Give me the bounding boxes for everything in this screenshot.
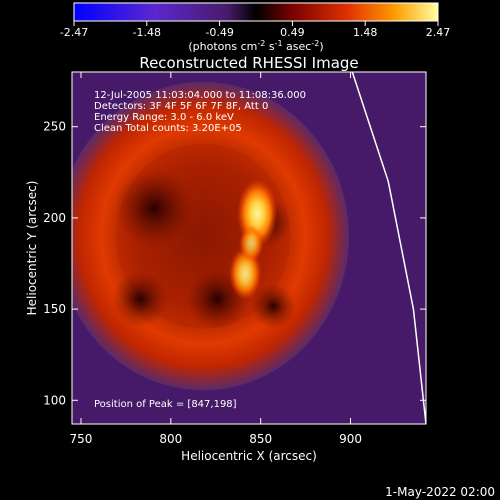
colorbar-tick-label: 2.47	[426, 26, 451, 39]
x-tick-label: 900	[339, 432, 362, 446]
colorbar-label: (photons cm-2 s-1 asec-2)	[188, 39, 323, 53]
peak-position-label: Position of Peak = [847,198]	[94, 399, 237, 410]
y-axis-label: Heliocentric Y (arcsec)	[25, 181, 39, 316]
dark-region	[114, 168, 194, 248]
colorbar-tick-label: -1.48	[133, 26, 161, 39]
colorbar-tick-label: 1.48	[353, 26, 378, 39]
annotation-line: Energy Range: 3.0 - 6.0 keV	[94, 112, 234, 123]
chart-title: Reconstructed RHESSI Image	[139, 54, 358, 72]
annotation-line: Clean Total counts: 3.20E+05	[94, 123, 242, 134]
x-tick-label: 850	[249, 432, 272, 446]
x-axis-ticks: 750 800 850 900	[70, 72, 362, 446]
colorbar	[73, 2, 439, 22]
colorbar-tick-label: -2.47	[60, 26, 88, 39]
y-tick-label: 200	[43, 211, 66, 225]
y-tick-label: 150	[43, 302, 66, 316]
y-tick-label: 100	[43, 393, 66, 407]
colorbar-tick-label: -0.49	[205, 26, 233, 39]
bridge-emission	[239, 225, 264, 262]
dark-region	[250, 283, 296, 329]
dark-region	[112, 271, 169, 328]
annotation-line: 12-Jul-2005 11:03:04.000 to 11:08:36.000	[94, 90, 306, 101]
colorbar-ticks: -2.47 -1.48 -0.49 0.49 1.48 2.47	[60, 21, 450, 39]
heatmap-image	[72, 82, 349, 391]
solar-limb	[351, 72, 426, 424]
annotation-block: 12-Jul-2005 11:03:04.000 to 11:08:36.000…	[94, 90, 306, 134]
y-tick-label: 250	[43, 120, 66, 134]
x-tick-label: 800	[159, 432, 182, 446]
colorbar-tick-label: 0.49	[280, 26, 305, 39]
x-tick-label: 750	[70, 432, 93, 446]
footer-date: 1-May-2022 02:00	[385, 485, 495, 499]
plot-area	[72, 72, 426, 424]
y-axis-ticks: 100 150 200 250	[43, 120, 426, 407]
annotation-line: Detectors: 3F 4F 5F 6F 7F 8F, Att 0	[94, 101, 268, 112]
plot-frame	[71, 71, 427, 425]
x-axis-label: Heliocentric X (arcsec)	[181, 449, 317, 463]
